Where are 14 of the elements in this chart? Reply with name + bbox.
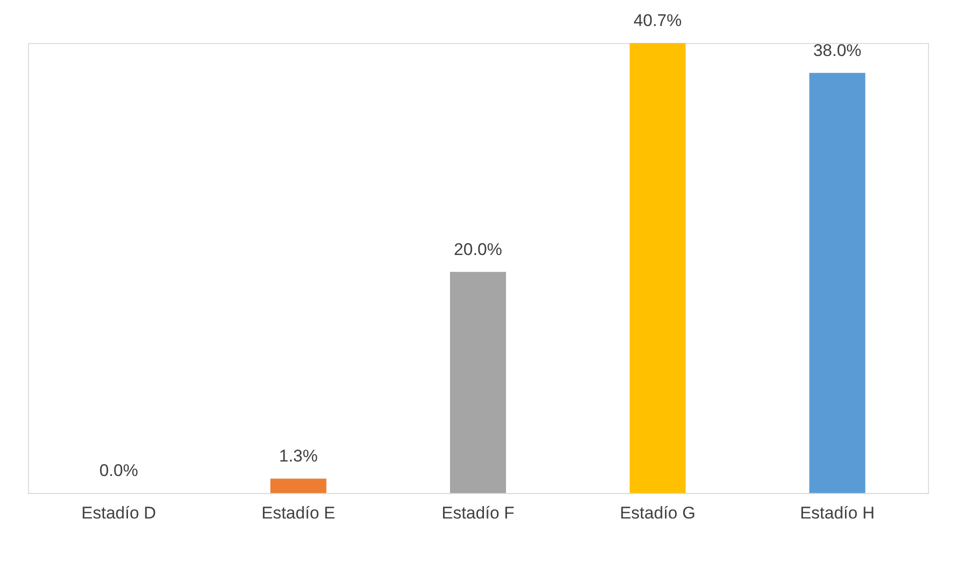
- bar: [809, 72, 866, 493]
- x-tick-label: Estadío D: [81, 504, 156, 522]
- data-label: 40.7%: [634, 11, 682, 30]
- data-label: 0.0%: [99, 461, 138, 480]
- bar: [270, 478, 326, 493]
- data-label: 38.0%: [813, 40, 862, 60]
- x-tick-label: Estadío H: [800, 504, 875, 522]
- x-tick-label: Estadío F: [442, 504, 514, 522]
- data-label: 1.3%: [278, 446, 318, 466]
- x-tick-label: Estadío E: [262, 504, 336, 522]
- data-label: 20.0%: [454, 240, 502, 259]
- bar: [450, 272, 506, 493]
- x-tick-label: Estadío G: [620, 504, 696, 522]
- bar: [630, 43, 686, 493]
